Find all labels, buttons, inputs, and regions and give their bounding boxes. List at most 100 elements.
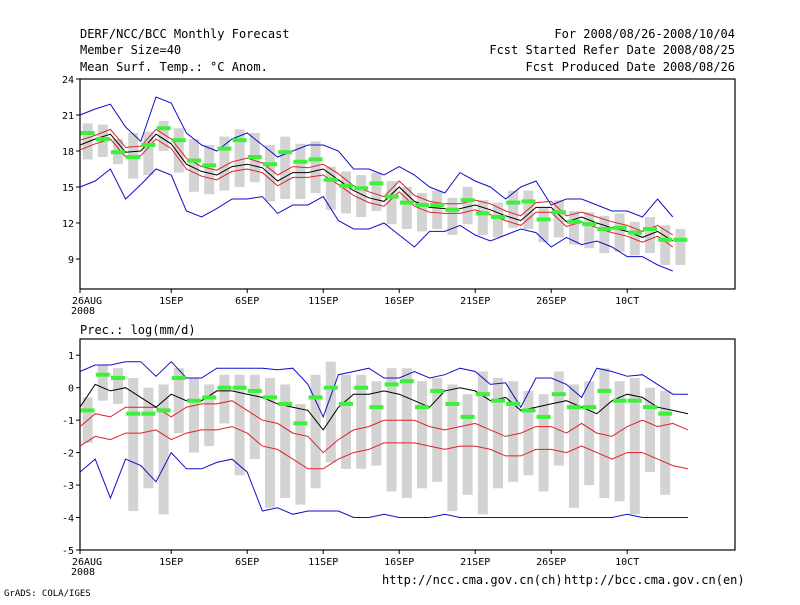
- temp-spread-box: [310, 141, 321, 193]
- prec-spread-box: [401, 368, 412, 499]
- temp-plot-frame: [79, 78, 736, 290]
- prec-median-marker: [506, 401, 521, 406]
- prec-x-tick-label: 1SEP: [159, 557, 183, 568]
- temp-x-tick-label: 21SEP: [460, 296, 490, 307]
- prec-median-marker: [111, 375, 125, 380]
- temp-median-marker: [643, 227, 657, 231]
- temp-spread-box: [189, 139, 199, 192]
- prec-median-marker: [627, 398, 642, 403]
- temp-x-year-label: 2008: [71, 306, 95, 317]
- forecast-produced-label: Fcst Produced Date 2008/08/26: [525, 60, 735, 74]
- temp-median-marker: [582, 222, 597, 227]
- prec-x-tick-label: 16SEP: [384, 557, 414, 568]
- prec-median-marker: [582, 405, 597, 410]
- prec-x-tick-label: 26SEP: [536, 557, 566, 568]
- temp-x-tick-label: 26SEP: [536, 296, 566, 307]
- ncc-url-link[interactable]: http://ncc.cma.gov.cn(ch): [382, 573, 563, 587]
- prec-x-tick-label: 11SEP: [308, 557, 338, 568]
- temp-spread-box: [341, 171, 351, 214]
- temp-median-marker: [232, 138, 247, 143]
- prec-spread-box: [569, 384, 579, 508]
- prec-y-tick-label: 1: [68, 351, 74, 362]
- temp-median-marker: [673, 237, 688, 242]
- forecast-period-label: For 2008/08/26-2008/10/04: [554, 27, 735, 41]
- prec-spread-box: [295, 403, 306, 505]
- prec-median-marker: [232, 385, 247, 390]
- temp-median-marker: [399, 200, 414, 205]
- prec-median-marker: [567, 405, 581, 410]
- temp-median-marker: [536, 217, 551, 222]
- prec-spread-box: [508, 381, 519, 482]
- prec-spread-box: [538, 394, 549, 492]
- prec-spread-box: [584, 381, 595, 486]
- prec-spread-box: [204, 384, 215, 447]
- prec-median-marker: [80, 408, 95, 413]
- prec-spread-box: [234, 374, 245, 476]
- prec-median-marker: [521, 408, 536, 413]
- temp-spread-box: [265, 145, 275, 202]
- member-size-label: Member Size=40: [80, 43, 181, 57]
- temp-spread-box: [645, 217, 655, 253]
- temp-median-marker: [597, 227, 612, 231]
- temp-median-marker: [627, 230, 642, 235]
- temp-median-marker: [141, 143, 156, 147]
- prec-x-tick-label: 6SEP: [235, 557, 259, 568]
- prec-spread-box: [432, 377, 443, 482]
- prec-median-marker: [202, 395, 217, 400]
- temp-x-tick-label: 1SEP: [159, 296, 183, 307]
- prec-median-marker: [551, 392, 566, 397]
- temp-median-marker: [323, 177, 338, 182]
- bcc-url-link[interactable]: http://bcc.cma.gov.cn(en): [564, 573, 745, 587]
- temp-spread-box: [204, 145, 215, 195]
- temp-spread-box: [462, 187, 473, 225]
- prec-spread-box: [280, 384, 291, 499]
- prec-median-marker: [597, 388, 612, 393]
- prec-spread-box: [645, 387, 655, 473]
- prec-median-marker: [141, 411, 156, 416]
- prec-spread-box: [173, 368, 184, 434]
- prec-median-marker: [369, 405, 384, 410]
- prec-median-marker: [263, 395, 277, 400]
- prec-spread-box: [265, 377, 275, 508]
- prec-median-marker: [293, 421, 308, 426]
- temp-spread-box: [477, 200, 488, 235]
- temp-median-marker: [217, 146, 232, 151]
- prec-y-tick-label: -3: [62, 481, 74, 492]
- temp-y-tick-label: 24: [62, 75, 74, 86]
- prec-x-year-label: 2008: [71, 567, 95, 578]
- prec-spread-box: [128, 377, 139, 512]
- temp-spread-box: [234, 129, 245, 187]
- temp-ensemble-max-line: [79, 96, 674, 218]
- prec-ensemble-mean-line: [79, 383, 689, 431]
- prec-spread-box: [629, 377, 640, 515]
- prec-x-tick-label: 10CT: [615, 557, 639, 568]
- prec-spread-box: [310, 374, 321, 489]
- prec-spread-box: [477, 371, 488, 515]
- temp-y-tick-label: 18: [62, 147, 74, 158]
- temp-spread-box: [82, 123, 93, 160]
- prec-median-marker: [95, 372, 110, 377]
- prec-ensemble-max-line: [79, 360, 688, 419]
- prec-spread-box: [143, 387, 154, 489]
- prec-upper-spread-line: [79, 400, 689, 454]
- prec-median-marker: [187, 398, 201, 403]
- prec-spread-box: [553, 371, 564, 466]
- prec-median-marker: [247, 388, 262, 393]
- temp-y-tick-label: 15: [62, 183, 74, 194]
- temp-spread-box: [173, 128, 184, 173]
- temp-spread-box: [569, 211, 579, 245]
- temp-spread-box: [280, 136, 291, 199]
- temp-spread-box: [401, 187, 412, 229]
- prec-spread-box: [325, 361, 336, 463]
- temp-spread-box: [584, 212, 595, 249]
- temp-x-tick-label: 6SEP: [235, 296, 259, 307]
- temp-spread-box: [325, 166, 336, 210]
- prec-spread-box: [660, 390, 671, 495]
- temp-median-marker: [80, 131, 95, 135]
- prec-median-marker: [658, 411, 673, 416]
- temp-median-marker: [263, 162, 277, 167]
- temp-spread-box: [143, 131, 154, 175]
- temp-median-marker: [156, 126, 171, 131]
- temp-spread-box: [447, 197, 458, 235]
